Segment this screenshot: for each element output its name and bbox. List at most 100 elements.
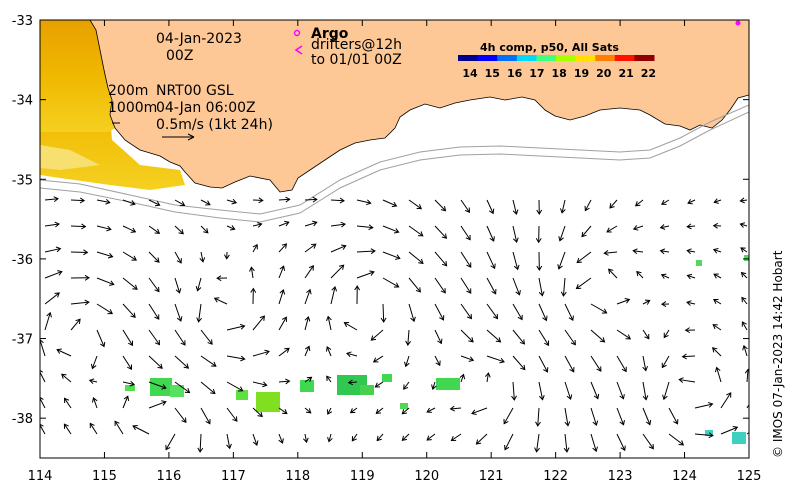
current-arrow xyxy=(174,251,182,264)
current-arrow xyxy=(44,221,60,228)
current-arrow xyxy=(511,381,517,401)
current-arrow xyxy=(96,303,114,315)
current-arrow xyxy=(96,329,106,348)
current-arrow xyxy=(223,251,230,260)
current-arrow xyxy=(449,405,462,412)
current-arrow xyxy=(343,322,358,331)
current-arrow xyxy=(678,377,696,384)
current-arrow xyxy=(744,368,749,383)
current-source-label: NRT00 GSL xyxy=(156,83,234,99)
current-arrow xyxy=(63,397,72,409)
current-arrow xyxy=(382,277,400,288)
current-arrow xyxy=(686,223,696,230)
current-arrow xyxy=(325,346,332,357)
current-arrow xyxy=(616,355,627,373)
current-arrow xyxy=(661,199,670,205)
current-arrow xyxy=(278,407,288,415)
current-arrow xyxy=(326,375,332,383)
current-arrow xyxy=(89,422,98,435)
current-arrow xyxy=(538,303,548,322)
current-arrow xyxy=(564,381,573,400)
current-arrow xyxy=(471,407,488,416)
current-arrow xyxy=(330,244,347,253)
current-arrow xyxy=(200,199,211,206)
colorbar-segment xyxy=(477,55,498,61)
current-arrow xyxy=(200,381,216,395)
current-arrow xyxy=(354,285,361,305)
colorbar-label: 18 xyxy=(552,67,567,80)
date-label: 04-Jan-2023 xyxy=(156,31,242,47)
current-arrow xyxy=(713,198,722,204)
current-arrow xyxy=(408,303,416,323)
current-arrow xyxy=(431,381,437,390)
current-arrow xyxy=(148,381,167,390)
isobath-200m xyxy=(40,104,749,215)
colorbar-segment xyxy=(595,55,616,61)
current-arrow xyxy=(450,433,462,442)
current-arrow xyxy=(590,433,598,453)
current-arrow xyxy=(642,407,652,426)
current-arrow xyxy=(557,251,566,270)
current-arrow xyxy=(148,277,160,293)
current-arrow xyxy=(304,196,318,203)
x-tick-label: 120 xyxy=(414,469,439,484)
current-arrow xyxy=(122,355,133,371)
current-arrow xyxy=(740,271,748,279)
current-arrow xyxy=(564,329,576,346)
current-arrow xyxy=(564,407,571,427)
current-arrow xyxy=(63,423,72,435)
current-arrow xyxy=(148,199,161,207)
current-arrow xyxy=(278,196,291,203)
current-arrow xyxy=(304,265,314,279)
current-arrow xyxy=(252,315,266,331)
current-arrow xyxy=(538,381,545,401)
current-arrow xyxy=(304,345,311,357)
current-arrow xyxy=(249,266,255,279)
current-arrow xyxy=(746,403,749,409)
current-arrow xyxy=(304,316,311,331)
current-arrow xyxy=(96,225,112,232)
current-arrow xyxy=(590,381,600,400)
current-arrow xyxy=(216,275,228,282)
current-arrow xyxy=(584,199,592,212)
colorbar-labels: 14 15 16 17 18 19 20 21 22 xyxy=(462,67,656,80)
current-arrow xyxy=(252,197,264,204)
x-tick-label: 123 xyxy=(608,469,633,484)
current-arrow xyxy=(174,407,187,424)
current-arrow xyxy=(712,324,722,331)
current-arrow xyxy=(686,248,696,255)
current-arrow xyxy=(486,251,496,270)
isobath-1000-label: 1000m xyxy=(108,100,157,116)
current-arrow xyxy=(148,251,160,263)
current-arrow xyxy=(304,220,318,227)
current-arrow xyxy=(486,355,505,364)
argo-drifter-icon xyxy=(294,45,303,55)
current-arrow xyxy=(486,329,502,343)
current-arrow xyxy=(96,277,115,286)
current-arrow xyxy=(694,432,714,439)
current-arrow xyxy=(174,303,183,322)
plot-frame xyxy=(39,19,750,459)
current-arrow xyxy=(712,222,722,229)
x-tick-label: 125 xyxy=(737,469,762,484)
current-arrow xyxy=(512,303,523,321)
x-tick-label: 114 xyxy=(28,469,53,484)
colorbar-label: 21 xyxy=(618,67,633,80)
current-arrow xyxy=(563,433,570,453)
y-axis: -33 -34 -35 -36 -37 -38 xyxy=(12,14,749,427)
current-arrow xyxy=(44,270,63,279)
current-arrow xyxy=(408,251,424,264)
current-arrow xyxy=(401,433,410,442)
colorbar-segment xyxy=(634,55,655,61)
current-arrow xyxy=(616,381,625,400)
current-arrow xyxy=(346,351,358,358)
copyright-label: © IMOS 07-Jan-2023 14:42 Hobart xyxy=(771,250,785,458)
current-arrow xyxy=(195,277,202,292)
current-arrow xyxy=(616,329,632,340)
current-arrow xyxy=(686,300,696,306)
current-arrow xyxy=(278,347,290,357)
current-arrow xyxy=(720,392,732,409)
argo-line1: drifters@12h xyxy=(311,37,402,53)
current-arrow xyxy=(659,248,670,255)
